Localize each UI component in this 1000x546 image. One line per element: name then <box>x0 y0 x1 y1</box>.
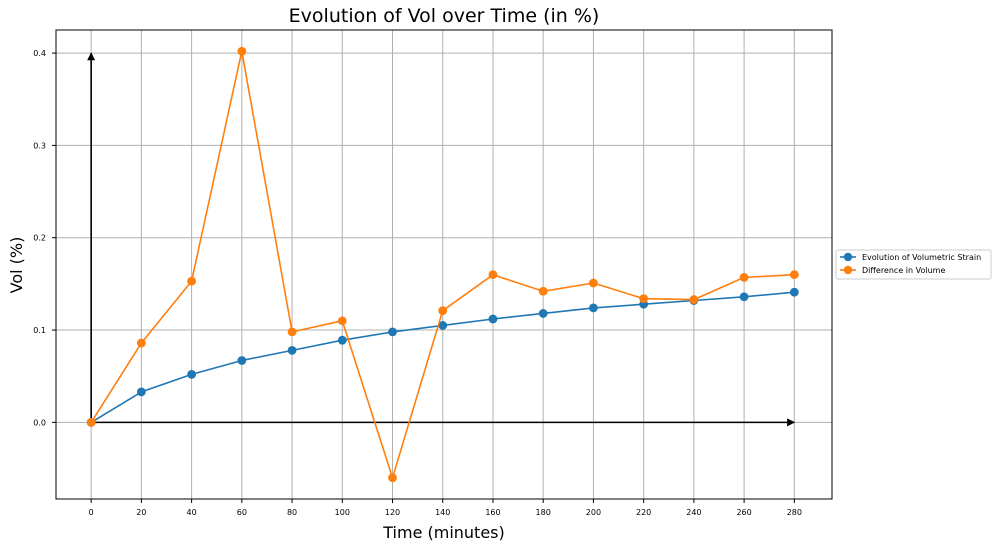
legend-box <box>835 249 992 280</box>
grid <box>56 30 832 499</box>
data-point <box>136 387 146 397</box>
chart-title: Evolution of Vol over Time (in %) <box>289 5 600 27</box>
x-tick-label: 140 <box>435 508 450 517</box>
y-axis-ticks: 0.0 0.1 0.2 0.3 0.4 <box>33 49 56 427</box>
data-point <box>337 335 347 345</box>
data-point <box>287 327 297 337</box>
data-point <box>237 46 247 56</box>
x-tick-label: 180 <box>536 508 551 517</box>
data-point <box>589 303 598 313</box>
annotation-arrows <box>87 52 796 427</box>
y-tick-label: 0.1 <box>33 326 46 335</box>
data-point <box>438 321 448 330</box>
y-tick-label: 0.2 <box>33 234 46 243</box>
y-tick-label: 0.4 <box>33 49 46 58</box>
data-point <box>388 473 397 483</box>
x-tick-label: 200 <box>586 508 601 517</box>
data-point <box>287 345 297 355</box>
y-tick-label: 0.0 <box>33 418 46 427</box>
data-point <box>438 306 448 316</box>
x-tick-label: 20 <box>136 508 146 517</box>
legend-entry-2: Difference in Volume <box>840 265 945 275</box>
x-axis-ticks: 0 20 40 60 80 100 120 140 160 180 200 220 240 260 280 <box>89 499 802 517</box>
data-point <box>237 356 247 365</box>
x-tick-label: 80 <box>287 508 297 517</box>
x-tick-label: 60 <box>237 508 247 517</box>
legend-label-2: Difference in Volume <box>862 266 945 275</box>
data-point <box>86 417 96 427</box>
x-tick-label: 40 <box>187 508 197 517</box>
data-point <box>639 294 649 304</box>
x-tick-label: 220 <box>636 508 651 517</box>
series-2 <box>86 46 799 483</box>
legend-marker-1 <box>843 252 853 262</box>
data-point <box>739 292 749 302</box>
data-point <box>136 338 146 348</box>
data-point <box>789 270 799 280</box>
y-axis-label: Vol (%) <box>7 237 26 294</box>
legend: Evolution of Volumetric Strain Differenc… <box>835 249 992 280</box>
data-point <box>488 270 498 280</box>
data-point <box>789 287 799 297</box>
data-point <box>689 295 699 304</box>
data-point <box>187 369 197 379</box>
data-point <box>388 327 397 337</box>
series-lines <box>86 46 799 483</box>
y-tick-label: 0.3 <box>33 141 46 150</box>
x-tick-label: 0 <box>89 508 94 517</box>
legend-label-1: Evolution of Volumetric Strain <box>862 253 981 262</box>
x-tick-label: 240 <box>686 508 701 517</box>
x-tick-label: 160 <box>485 508 500 517</box>
x-tick-label: 100 <box>335 508 350 517</box>
x-tick-label: 280 <box>787 508 802 517</box>
data-point <box>739 273 749 282</box>
data-point <box>538 286 548 296</box>
x-tick-label: 120 <box>385 508 400 517</box>
x-axis-label: Time (minutes) <box>382 523 505 542</box>
data-point <box>187 276 197 286</box>
legend-entry-1: Evolution of Volumetric Strain <box>840 252 981 262</box>
x-tick-label: 260 <box>736 508 751 517</box>
data-point <box>538 309 548 318</box>
data-point <box>488 314 498 324</box>
plot-frame <box>55 29 833 500</box>
legend-marker-2 <box>843 265 853 275</box>
data-point <box>589 278 598 288</box>
data-point <box>337 316 347 326</box>
